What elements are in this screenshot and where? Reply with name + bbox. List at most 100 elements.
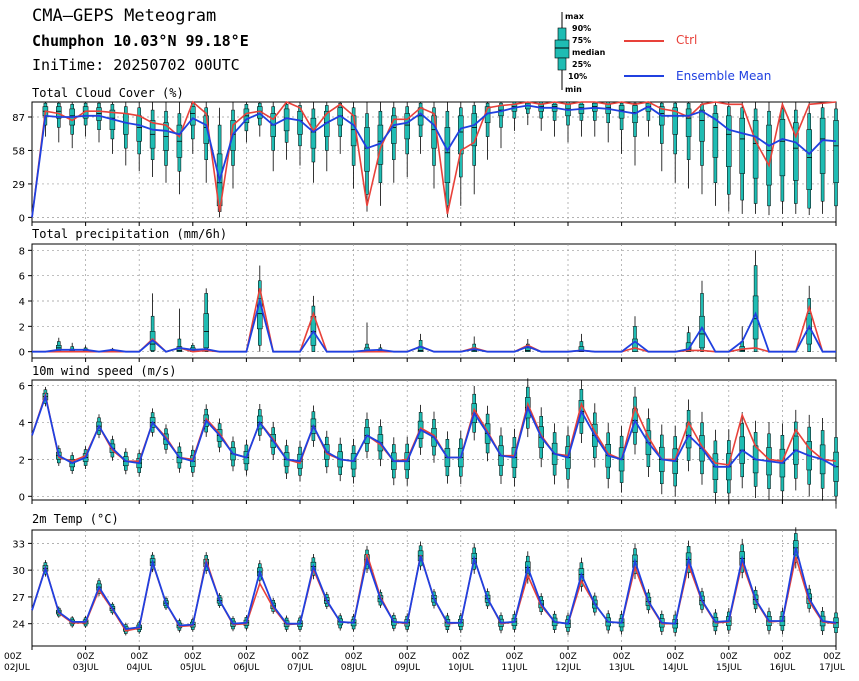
- box-inner: [578, 346, 585, 352]
- x-tick-hour-label: 00Z: [720, 652, 738, 662]
- header: CMA—GEPS Meteogram Chumphon 10.03°N 99.1…: [0, 0, 859, 100]
- x-tick-date-label: 13JUL: [609, 663, 635, 673]
- legend-mean: Ensemble Mean: [676, 69, 772, 83]
- panel-title: Total precipitation (mm/6h): [32, 227, 227, 241]
- panel-title: 10m wind speed (m/s): [32, 364, 177, 378]
- y-tick-label: 8: [19, 246, 25, 257]
- x-tick-hour-label: 00Z: [184, 652, 202, 662]
- x-tick-hour-label: 00Z: [774, 652, 792, 662]
- x-tick-hour-label: 00Z: [823, 652, 841, 662]
- series-legend-lines: [624, 40, 664, 77]
- y-tick-label: 27: [12, 593, 25, 604]
- legend-median: median: [572, 48, 606, 57]
- box-legend-icon: [554, 12, 570, 90]
- y-tick-label: 29: [12, 180, 25, 191]
- x-tick-hour-label: 00Z: [238, 652, 256, 662]
- x-tick-hour-label: 00Z: [130, 652, 148, 662]
- box-inner: [672, 107, 678, 135]
- box-inner: [779, 119, 786, 177]
- y-tick-label: 2: [19, 322, 25, 333]
- box-inner: [685, 108, 692, 137]
- y-tick-label: 0: [19, 213, 25, 224]
- y-tick-label: 58: [12, 146, 25, 157]
- x-tick-hour-label: 00Z: [291, 652, 309, 662]
- y-tick-label: 4: [19, 297, 25, 308]
- x-tick-date-label: 04JUL: [126, 663, 152, 673]
- box-inner: [833, 120, 839, 184]
- y-tick-label: 6: [19, 382, 25, 393]
- box-inner: [739, 117, 745, 174]
- ensemble-mean-line: [31, 104, 837, 218]
- x-tick-date-label: 02JUL: [4, 663, 30, 673]
- x-tick-hour-label: 00Z: [559, 652, 577, 662]
- x-tick-date-label: 11JUL: [502, 663, 528, 673]
- x-tick-date-label: 14JUL: [662, 663, 688, 673]
- x-tick-hour-label: 00Z: [452, 652, 470, 662]
- ensemble-mean-line: [31, 547, 837, 630]
- x-tick-date-label: 16JUL: [770, 663, 796, 673]
- box-inner: [726, 115, 732, 167]
- legend-ctrl: Ctrl: [676, 33, 698, 47]
- legend-90: 90%: [572, 24, 592, 33]
- box-inner: [458, 115, 464, 155]
- x-tick-date-label: 15JUL: [716, 663, 742, 673]
- box-inner: [819, 117, 826, 174]
- box-inner: [712, 113, 719, 158]
- legend-max: max: [565, 12, 584, 21]
- panel-frame: [31, 529, 837, 647]
- ctrl-line: [31, 100, 837, 218]
- init-time-label: IniTime: 20250702 00UTC: [32, 56, 240, 74]
- x-tick-date-label: 03JUL: [73, 663, 99, 673]
- y-tick-label: 87: [12, 113, 25, 124]
- box-inner: [136, 115, 142, 142]
- box-inner: [364, 127, 370, 172]
- ctrl-line: [31, 391, 837, 466]
- box-inner: [752, 120, 759, 179]
- box-inner: [404, 113, 410, 140]
- y-tick-label: 0: [19, 492, 25, 503]
- x-tick-hour-label: 00Z: [398, 652, 416, 662]
- box-inner: [310, 117, 317, 149]
- chart-title: CMA—GEPS Meteogram: [32, 6, 217, 26]
- legend-75: 75%: [572, 36, 592, 45]
- legend-10: 10%: [568, 72, 588, 81]
- location-label: Chumphon 10.03°N 99.18°E: [32, 32, 249, 50]
- x-tick-date-label: 08JUL: [341, 663, 367, 673]
- y-tick-label: 30: [12, 566, 25, 577]
- x-tick-date-label: 05JUL: [180, 663, 206, 673]
- x-tick-date-label: 10JUL: [448, 663, 474, 673]
- box-inner: [525, 347, 531, 352]
- y-tick-label: 6: [19, 272, 25, 283]
- legend: max 90% 75% median 25% 10% min Ctrl Ense…: [548, 6, 848, 96]
- box-inner: [444, 127, 451, 184]
- box-inner: [685, 342, 692, 352]
- panel-title: 2m Temp (°C): [32, 512, 119, 526]
- box-inner: [806, 129, 812, 190]
- x-tick-hour-label: 00Z: [4, 652, 22, 662]
- y-tick-label: 33: [12, 539, 25, 550]
- y-tick-label: 2: [19, 455, 25, 466]
- x-tick-hour-label: 00Z: [666, 652, 684, 662]
- x-tick-date-label: 12JUL: [555, 663, 581, 673]
- panel-title: Total Cloud Cover (%): [32, 86, 184, 100]
- box-inner: [471, 113, 477, 147]
- x-tick-date-label: 17JUL: [819, 663, 845, 673]
- x-tick-hour-label: 00Z: [506, 652, 524, 662]
- ensemble-mean-line: [31, 393, 837, 468]
- x-tick-date-label: 07JUL: [287, 663, 313, 673]
- box-inner: [96, 107, 102, 121]
- box-inner: [632, 338, 638, 352]
- y-tick-label: 4: [19, 418, 25, 429]
- x-tick-date-label: 06JUL: [234, 663, 260, 673]
- legend-25: 25%: [572, 60, 592, 69]
- y-tick-label: 0: [19, 348, 25, 359]
- y-tick-label: 24: [12, 620, 25, 631]
- legend-min: min: [565, 85, 582, 94]
- box-inner: [190, 106, 196, 126]
- box-inner: [699, 109, 705, 142]
- x-tick-hour-label: 00Z: [613, 652, 631, 662]
- box-inner: [203, 313, 209, 349]
- x-tick-hour-label: 00Z: [345, 652, 363, 662]
- x-tick-date-label: 09JUL: [394, 663, 420, 673]
